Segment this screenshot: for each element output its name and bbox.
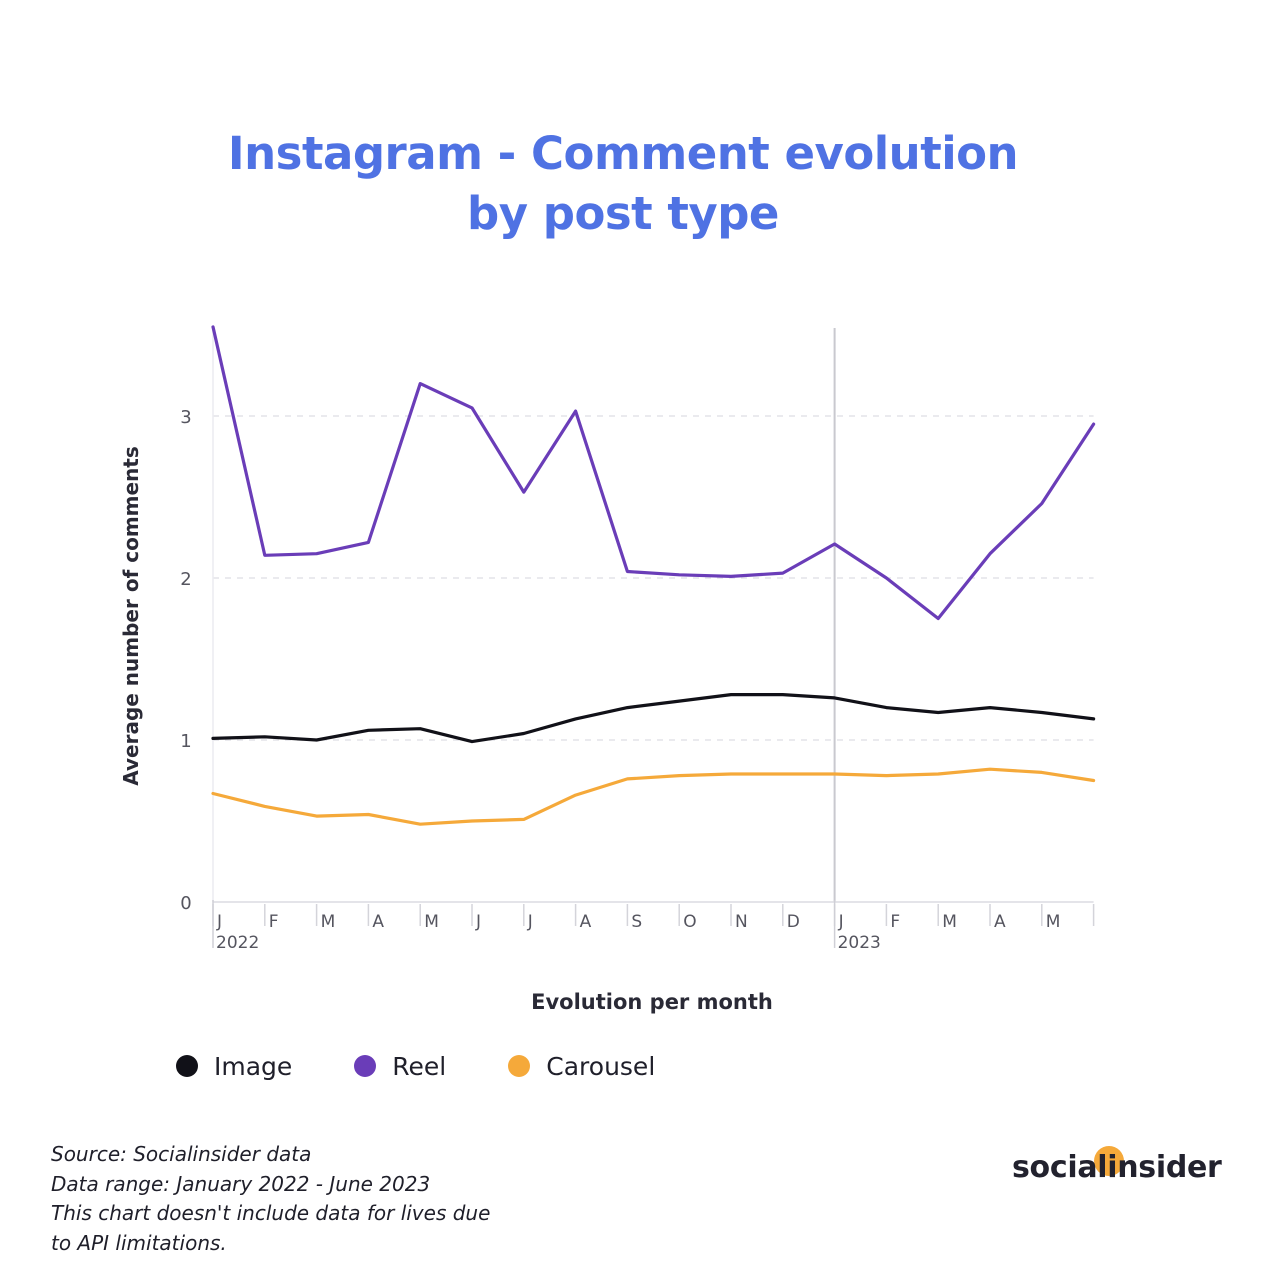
x-tick-label: F [890,912,900,932]
x-tick-label: M [321,912,336,932]
year-label: 2022 [216,933,259,953]
x-tick-label: O [683,912,696,932]
x-axis-title: Evolution per month [531,990,773,1014]
x-tick-label: J [527,912,533,932]
x-tick-label: J [475,912,481,932]
series-line-reel [211,325,1096,621]
limitation-note-line2: to API limitations. [51,1230,227,1255]
legend-item-reel[interactable]: Reel [354,1052,446,1081]
legend-marker-carousel [508,1055,531,1077]
y-tick-label: 3 [180,407,191,428]
x-tick-label: F [269,912,279,932]
legend-label-carousel: Carousel [546,1051,656,1081]
legend-item-image[interactable]: Image [176,1052,292,1081]
series-line-image [211,693,1096,744]
legend-marker-image [176,1055,198,1077]
data-range-note: Data range: January 2022 - June 2023 [51,1171,431,1196]
brand-logo: socialinsider [1012,1150,1222,1185]
chart-title-line2: by post type [467,187,779,240]
source-notes: Source: Socialinsider data Data range: J… [51,1140,490,1258]
x-tick-label: M [424,912,439,932]
legend-item-carousel[interactable]: Carousel [508,1052,655,1081]
x-tick-label: J [838,912,844,932]
year-label: 2023 [838,933,881,953]
chart-title: Instagram - Comment evolution by post ty… [0,124,1246,244]
y-axis-title: Average number of comments [119,446,143,786]
legend: Image Reel Carousel [176,1046,717,1086]
y-tick-label: 1 [180,731,191,752]
x-tick-label: D [787,912,800,932]
series-layer [211,325,1096,826]
grid-layer [213,328,1094,902]
x-tick-label: A [994,912,1006,932]
legend-marker-reel [354,1055,377,1077]
legend-label-reel: Reel [392,1051,447,1081]
chart-title-line1: Instagram - Comment evolution [227,127,1019,180]
logo-dot-icon [1094,1146,1124,1176]
axis-layer: 0 1 2 3 J F M A M J J A S O N D J F M A M 2022 2023 [180,328,1095,953]
source-note: Source: Socialinsider data [51,1142,312,1166]
x-tick-label: N [735,912,748,932]
x-tick-label: A [580,912,592,932]
series-line-carousel [211,767,1096,826]
y-tick-label: 0 [180,893,191,914]
limitation-note-line1: This chart doesn't include data for live… [51,1201,491,1225]
x-tick-label: J [216,912,222,932]
y-tick-label: 2 [180,569,191,590]
legend-label-image: Image [214,1051,293,1081]
x-tick-label: M [942,912,957,932]
x-tick-label: M [1046,912,1061,932]
x-tick-label: A [372,912,384,932]
x-tick-label: S [631,912,642,932]
